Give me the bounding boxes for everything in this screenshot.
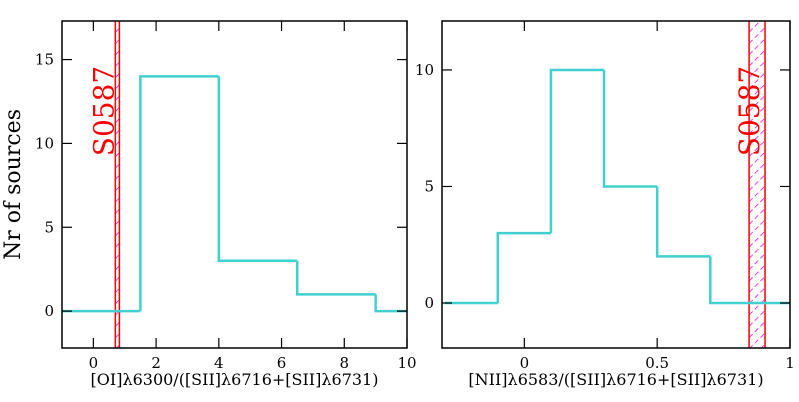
- band-label: S0587: [87, 66, 120, 156]
- plot-area: S0587: [62, 21, 407, 348]
- x-tick-label: 0: [89, 354, 99, 372]
- y-tick-label: 5: [44, 218, 54, 236]
- band-label: S0587: [733, 66, 766, 156]
- y-tick-label: 15: [35, 51, 54, 69]
- bar: [602, 69, 658, 188]
- x-tick-label: 2: [151, 354, 161, 372]
- y-tick-label: 0: [424, 294, 434, 312]
- bar: [496, 231, 551, 304]
- y-tick-label: 0: [44, 302, 54, 320]
- x-axis-label: [NII]λ6583/([SII]λ6716+[SII]λ6731): [468, 370, 763, 389]
- y-tick-label: 10: [415, 61, 434, 79]
- y-tick-label: 10: [35, 134, 54, 152]
- band-hatch: [115, 21, 120, 348]
- bar: [295, 260, 376, 296]
- bar: [549, 68, 605, 234]
- x-tick-label: 1: [785, 354, 795, 372]
- bar: [139, 75, 219, 312]
- plot-area: S0587: [444, 21, 790, 348]
- x-axis-label: [OI]λ6300/([SII]λ6716+[SII]λ6731): [91, 370, 379, 389]
- y-tick-label: 5: [424, 177, 434, 195]
- x-tick-label: 0: [520, 354, 530, 372]
- bar: [655, 186, 711, 258]
- y-axis-label: Nr of sources: [1, 109, 26, 260]
- x-tick-label: 6: [277, 354, 287, 372]
- bar: [709, 256, 790, 305]
- bar: [374, 294, 407, 313]
- band-hatch: [749, 21, 766, 348]
- frame: [441, 20, 791, 349]
- bar: [217, 76, 298, 263]
- x-tick-label: 4: [214, 354, 224, 372]
- x-tick-label: 8: [339, 354, 349, 372]
- x-tick-label: 0.5: [645, 354, 669, 372]
- frame: [61, 20, 408, 349]
- x-tick-label: 10: [397, 354, 416, 372]
